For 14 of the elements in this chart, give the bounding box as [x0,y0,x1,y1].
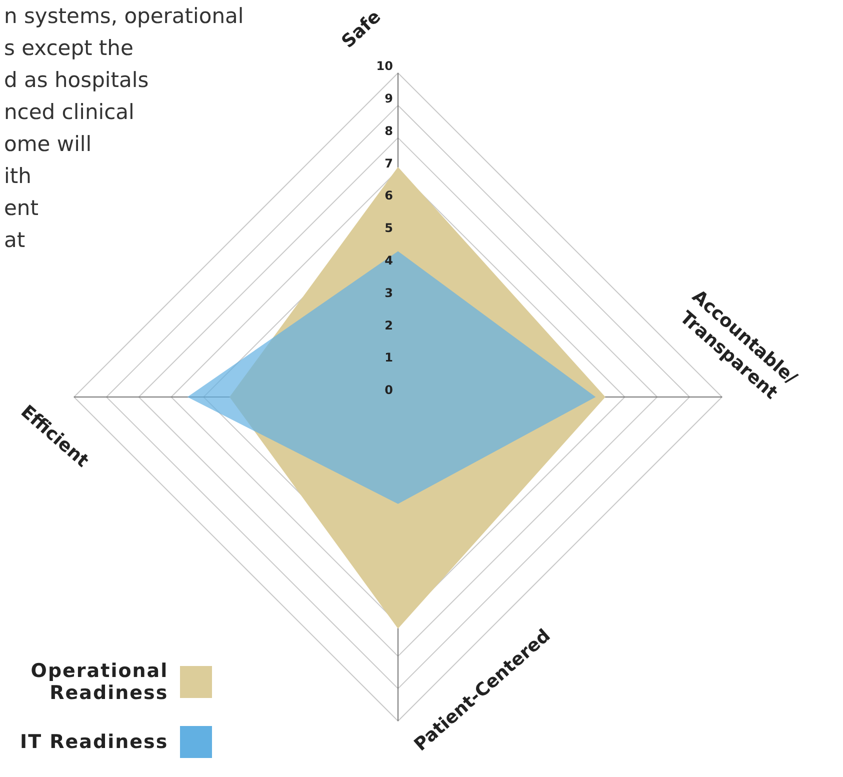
y-tick-label: 2 [384,318,393,332]
y-tick-label: 3 [384,286,393,300]
text: n systems, operational s except the d as hospitals nced clinical ome will ith ent at [4,3,244,254]
y-tick-label: 1 [384,350,393,365]
y-tick-label: 10 [376,59,393,74]
y-tick-label: 9 [384,92,393,106]
legend-label: Operational Readiness [30,660,168,704]
y-tick-label: 4 [384,254,393,268]
y-tick-label: 5 [384,221,393,236]
y-tick-label: 0 [384,383,393,398]
y-tick-label: 7 [384,156,393,170]
y-tick-label: 8 [384,124,393,138]
legend-label: IT Readiness [20,731,168,753]
y-tick-label: 6 [384,188,393,203]
